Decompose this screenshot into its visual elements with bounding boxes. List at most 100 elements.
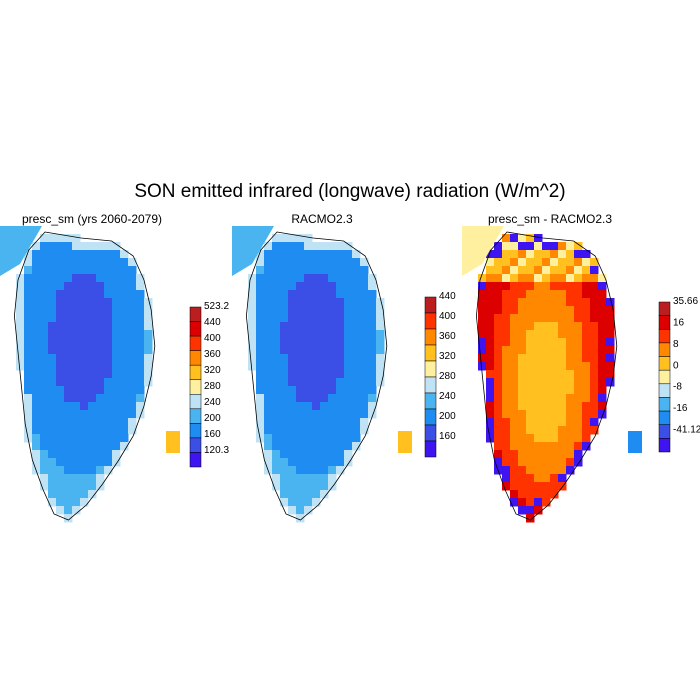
grid-cell xyxy=(264,242,273,251)
grid-cell xyxy=(64,322,73,331)
grid-cell xyxy=(32,298,41,307)
grid-cell xyxy=(582,434,591,443)
grid-cell xyxy=(336,298,345,307)
grid-cell xyxy=(272,370,281,379)
grid-cell xyxy=(558,450,567,459)
grid-cell xyxy=(376,314,385,323)
grid-cell xyxy=(64,426,73,435)
grid-cell xyxy=(344,330,353,339)
grid-cell xyxy=(344,450,353,459)
grid-cell xyxy=(16,330,25,339)
grid-cell xyxy=(288,346,297,355)
grid-cell xyxy=(88,298,97,307)
grid-cell xyxy=(510,362,519,371)
grid-cell xyxy=(494,250,503,259)
grid-cell xyxy=(510,378,519,387)
grid-cell xyxy=(502,386,511,395)
grid-cell xyxy=(566,418,575,427)
grid-cell xyxy=(80,394,89,403)
grid-cell xyxy=(486,290,495,299)
grid-cell xyxy=(312,402,321,411)
grid-cell xyxy=(120,266,129,275)
grid-cell xyxy=(80,306,89,315)
grid-cell xyxy=(304,242,313,251)
grid-cell xyxy=(590,306,599,315)
grid-cell xyxy=(352,394,361,403)
grid-cell xyxy=(72,338,81,347)
ellesmere-island xyxy=(0,226,42,276)
grid-cell xyxy=(16,282,25,291)
grid-cell xyxy=(104,402,113,411)
grid-cell xyxy=(312,450,321,459)
grid-cell xyxy=(312,242,321,251)
grid-cell xyxy=(248,274,257,283)
grid-cell xyxy=(136,378,145,387)
grid-cell xyxy=(328,306,337,315)
grid-cell xyxy=(502,434,511,443)
grid-cell xyxy=(80,426,89,435)
grid-cell xyxy=(566,362,575,371)
grid-cell xyxy=(280,426,289,435)
grid-cell xyxy=(534,282,543,291)
grid-cell xyxy=(312,362,321,371)
grid-cell xyxy=(582,298,591,307)
grid-cell xyxy=(328,402,337,411)
grid-cell xyxy=(296,426,305,435)
grid-cell xyxy=(72,386,81,395)
grid-cell xyxy=(582,370,591,379)
grid-cell xyxy=(64,458,73,467)
grid-cell xyxy=(56,330,65,339)
grid-cell xyxy=(598,274,607,283)
grid-cell xyxy=(510,298,519,307)
grid-cell xyxy=(32,330,41,339)
colorbar-swatch xyxy=(658,369,671,385)
grid-cell xyxy=(280,282,289,291)
grid-cell xyxy=(288,490,297,499)
grid-cell xyxy=(518,394,527,403)
grid-cell xyxy=(534,258,543,267)
grid-cell xyxy=(288,426,297,435)
grid-cell xyxy=(280,258,289,267)
grid-cell xyxy=(256,266,265,275)
grid-cell xyxy=(518,298,527,307)
grid-cell xyxy=(120,306,129,315)
grid-cell xyxy=(518,506,527,515)
grid-cell xyxy=(558,394,567,403)
grid-cell xyxy=(288,274,297,283)
grid-cell xyxy=(558,442,567,451)
grid-cell xyxy=(256,370,265,379)
grid-cell xyxy=(510,346,519,355)
grid-cell xyxy=(296,362,305,371)
grid-cell xyxy=(272,474,281,483)
grid-cell xyxy=(312,426,321,435)
grid-cell xyxy=(264,266,273,275)
grid-cell xyxy=(144,378,153,387)
colorbar-tick-label: 523.2 xyxy=(204,301,229,312)
grid-cell xyxy=(502,362,511,371)
grid-cell xyxy=(64,482,73,491)
grid-cell xyxy=(486,330,495,339)
grid-cell xyxy=(48,250,57,259)
grid-cell xyxy=(582,314,591,323)
grid-cell xyxy=(264,314,273,323)
grid-cell xyxy=(312,354,321,363)
grid-cell xyxy=(104,250,113,259)
grid-cell xyxy=(352,370,361,379)
grid-cell xyxy=(336,250,345,259)
grid-cell xyxy=(360,290,369,299)
grid-cell xyxy=(344,402,353,411)
grid-cell xyxy=(486,354,495,363)
grid-cell xyxy=(40,306,49,315)
grid-cell xyxy=(256,338,265,347)
grid-cell xyxy=(296,370,305,379)
grid-cell xyxy=(88,474,97,483)
grid-cell xyxy=(534,242,543,251)
grid-cell xyxy=(296,442,305,451)
grid-cell xyxy=(304,434,313,443)
grid-cell xyxy=(558,330,567,339)
grid-cell xyxy=(510,426,519,435)
grid-cell xyxy=(502,370,511,379)
grid-cell xyxy=(280,298,289,307)
grid-cell xyxy=(336,450,345,459)
grid-cell xyxy=(56,370,65,379)
